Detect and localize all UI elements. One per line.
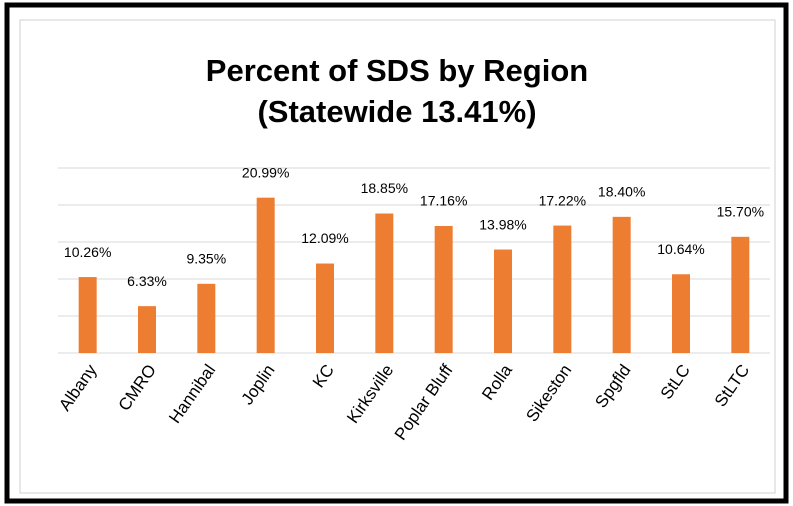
data-label: 10.26% bbox=[64, 244, 111, 260]
chart-frame bbox=[19, 19, 776, 494]
chart-title: Percent of SDS by Region bbox=[206, 53, 588, 88]
data-label: 10.64% bbox=[657, 241, 704, 257]
bar bbox=[672, 274, 690, 353]
bar bbox=[138, 306, 156, 353]
data-label: 12.09% bbox=[301, 230, 348, 246]
data-label: 13.98% bbox=[479, 216, 526, 232]
bar bbox=[553, 225, 572, 353]
bar bbox=[316, 263, 334, 353]
bar bbox=[375, 213, 394, 353]
chart-subtitle: (Statewide 13.41%) bbox=[257, 94, 536, 129]
bar bbox=[494, 249, 512, 353]
bar bbox=[731, 236, 750, 353]
data-label: 9.35% bbox=[186, 251, 226, 267]
data-label: 15.70% bbox=[717, 204, 764, 220]
bar bbox=[78, 277, 97, 353]
data-label: 17.16% bbox=[420, 193, 467, 209]
data-label: 18.85% bbox=[361, 180, 408, 196]
outer-frame bbox=[4, 2, 789, 504]
bar bbox=[612, 216, 631, 353]
bar bbox=[434, 226, 453, 353]
bar bbox=[197, 283, 216, 353]
bar bbox=[256, 197, 275, 353]
data-label: 20.99% bbox=[242, 164, 289, 180]
data-label: 18.40% bbox=[598, 184, 645, 200]
data-label: 6.33% bbox=[127, 273, 167, 289]
data-label: 17.22% bbox=[539, 192, 586, 208]
